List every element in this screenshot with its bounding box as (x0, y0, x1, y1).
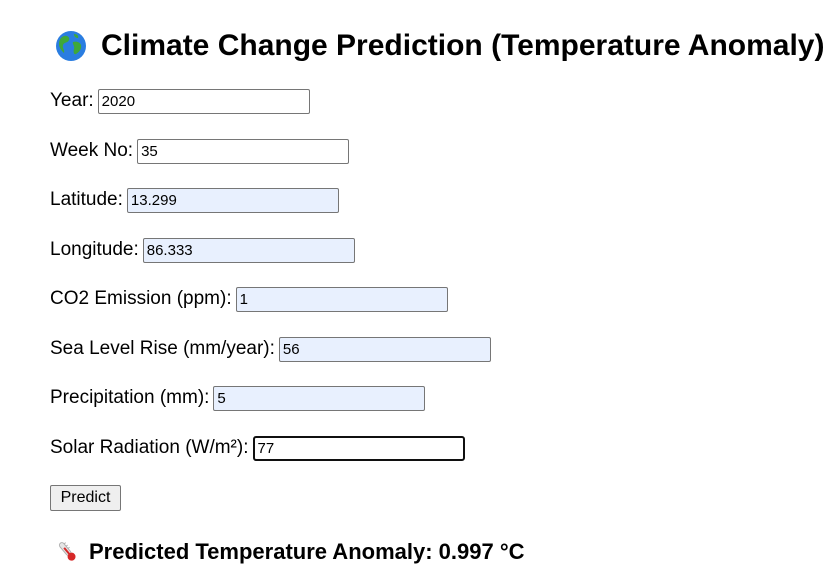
year-input[interactable] (97, 88, 310, 114)
predict-button[interactable]: Predict (50, 485, 121, 511)
latitude-label: Latitude: (50, 189, 123, 210)
co2-emission-label: CO2 Emission (ppm): (50, 288, 232, 309)
sea-level-rise-input[interactable] (278, 336, 491, 362)
thermometer-icon (58, 542, 76, 561)
prediction-result-text: Predicted Temperature Anomaly: 0.997 °C (89, 539, 525, 564)
week-no-field-row: Week No: (50, 138, 350, 164)
latitude-input[interactable] (126, 187, 339, 213)
week-no-label: Week No: (50, 140, 134, 161)
page-title-text: Climate Change Prediction (Temperature A… (101, 29, 825, 62)
year-field-row: Year: (50, 88, 310, 114)
prediction-result: Predicted Temperature Anomaly: 0.997 °C (55, 537, 525, 567)
globe-icon (56, 31, 86, 61)
precipitation-field-row: Precipitation (mm): (50, 385, 426, 411)
latitude-field-row: Latitude: (50, 187, 339, 213)
longitude-field-row: Longitude: (50, 237, 355, 263)
sea-level-rise-field-row: Sea Level Rise (mm/year): (50, 336, 491, 362)
longitude-input[interactable] (142, 237, 355, 263)
precipitation-input[interactable] (213, 385, 426, 411)
co2-emission-input[interactable] (235, 286, 448, 312)
sea-level-rise-label: Sea Level Rise (mm/year): (50, 338, 275, 359)
solar-radiation-label: Solar Radiation (W/m²): (50, 437, 249, 458)
solar-radiation-field-row: Solar Radiation (W/m²): (50, 435, 465, 461)
page-title: Climate Change Prediction (Temperature A… (55, 26, 824, 66)
year-label: Year: (50, 90, 94, 111)
co2-emission-field-row: CO2 Emission (ppm): (50, 286, 448, 312)
precipitation-label: Precipitation (mm): (50, 387, 210, 408)
week-no-input[interactable] (137, 138, 350, 164)
longitude-label: Longitude: (50, 239, 139, 260)
solar-radiation-input[interactable] (252, 435, 465, 461)
